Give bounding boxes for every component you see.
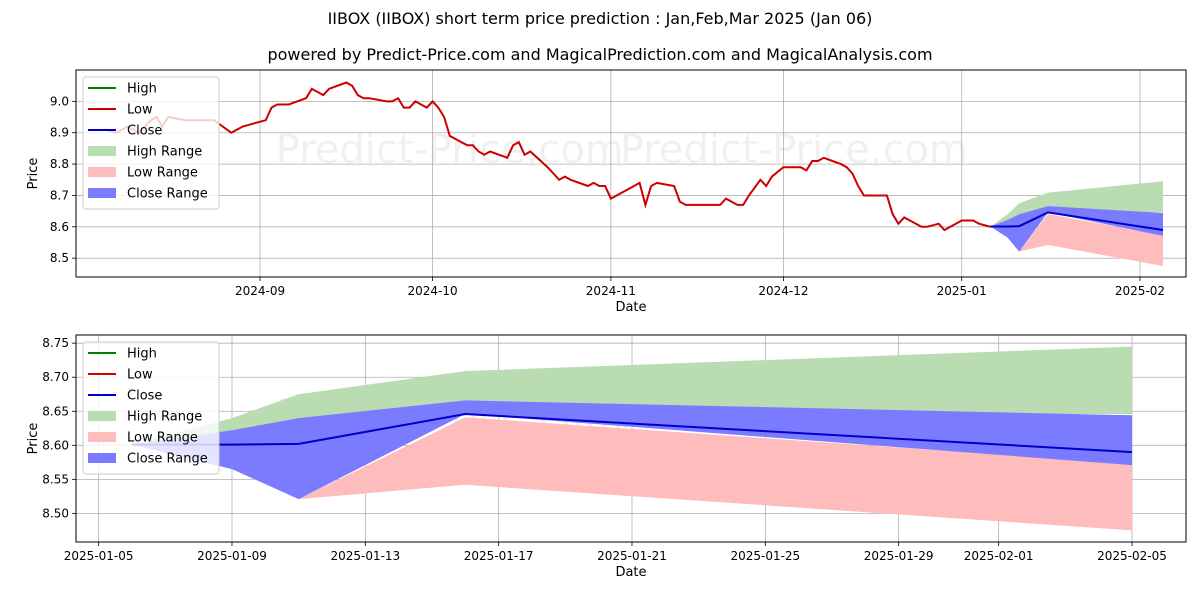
- y-tick-label: 8.50: [42, 506, 69, 520]
- y-tick-label: 8.6: [50, 220, 69, 234]
- y-tick-label: 8.8: [50, 157, 69, 171]
- legend: High Low Close High Range Low Range Close Ran…: [82, 341, 220, 475]
- y-tick-label: 8.60: [42, 438, 69, 452]
- chart-subtitle: powered by Predict-Price.com and Magical…: [267, 45, 933, 64]
- x-tick-label: 2025-02-01: [964, 549, 1034, 563]
- x-axis-label: Date: [615, 565, 646, 580]
- x-axis-label: Date: [615, 300, 646, 315]
- y-tick-label: 8.9: [50, 126, 69, 140]
- y-axis-label: Price: [26, 423, 41, 455]
- legend-label: High: [127, 347, 157, 362]
- x-tick-label: 2025-01-17: [464, 549, 534, 563]
- legend-swatch: [88, 411, 116, 421]
- chart-title: IIBOX (IIBOX) short term price predictio…: [327, 9, 873, 28]
- watermark: Predict-Price.com: [620, 127, 968, 173]
- x-tick-label: 2025-02-05: [1097, 549, 1167, 563]
- legend-swatch: [88, 188, 116, 198]
- legend-label: Low: [127, 103, 153, 118]
- legend-label: Low Range: [127, 166, 198, 181]
- legend-label: Close: [127, 389, 162, 404]
- legend: High Low Close High Range Low Range Close Ran…: [82, 76, 220, 210]
- y-axis-label: Price: [26, 158, 41, 190]
- legend-label: Low Range: [127, 431, 198, 446]
- legend-box: [82, 76, 220, 210]
- low-series-line: [104, 81, 991, 232]
- plot-frame: [75, 334, 1187, 543]
- low-range-area: [298, 417, 1132, 531]
- legend-swatch: [88, 453, 116, 463]
- x-tick-label: 2025-01-05: [64, 549, 134, 563]
- x-tick-label: 2025-01-29: [864, 549, 934, 563]
- legend-swatch: [88, 167, 116, 177]
- legend-label: High Range: [127, 410, 202, 425]
- y-tick-label: 8.65: [42, 404, 69, 418]
- close-range-area: [132, 400, 1132, 500]
- legend-label: Close Range: [127, 452, 208, 467]
- legend-box: [82, 341, 220, 475]
- legend-label: High: [127, 82, 157, 97]
- legend-label: Low: [127, 368, 153, 383]
- x-tick-label: 2025-02: [1115, 284, 1165, 298]
- close-range-area: [990, 206, 1163, 252]
- x-tick-label: 2024-11: [586, 284, 636, 298]
- y-tick-label: 8.7: [50, 188, 69, 202]
- x-tick-label: 2025-01: [937, 284, 987, 298]
- plot-frame: [75, 69, 1187, 278]
- legend-label: Close Range: [127, 187, 208, 202]
- y-tick-label: 8.70: [42, 370, 69, 384]
- x-tick-label: 2025-01-09: [197, 549, 267, 563]
- x-tick-label: 2024-10: [408, 284, 458, 298]
- legend-label: High Range: [127, 145, 202, 160]
- x-tick-label: 2025-01-21: [597, 549, 667, 563]
- legend-swatch: [88, 432, 116, 442]
- x-tick-label: 2025-01-13: [330, 549, 400, 563]
- close-series-line: [990, 211, 1164, 231]
- low-range-area: [1019, 214, 1163, 266]
- y-tick-label: 8.75: [42, 336, 69, 350]
- legend-swatch: [88, 146, 116, 156]
- y-tick-label: 8.5: [50, 251, 69, 265]
- x-tick-label: 2025-01-25: [730, 549, 800, 563]
- x-tick-label: 2024-09: [235, 284, 285, 298]
- x-tick-label: 2024-12: [758, 284, 808, 298]
- legend-label: Close: [127, 124, 162, 139]
- y-tick-label: 9.0: [50, 94, 69, 108]
- y-tick-label: 8.55: [42, 472, 69, 486]
